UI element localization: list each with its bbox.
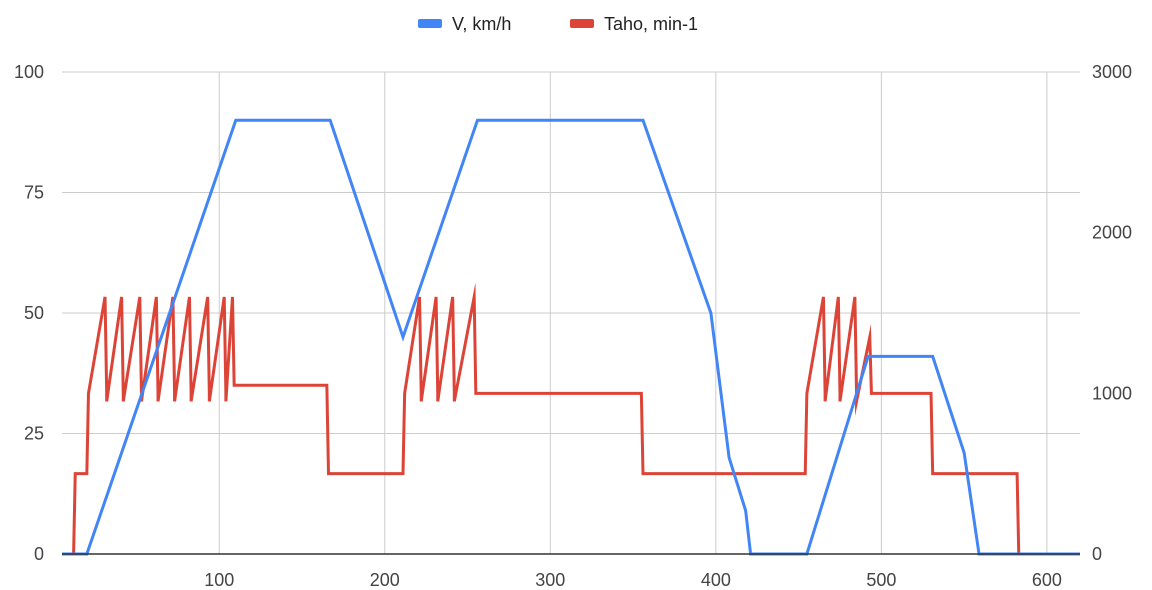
legend: V, km/h Taho, min-1 [418, 14, 698, 34]
y-left-tick-label: 50 [24, 303, 44, 323]
plot-area: 0 25 50 75 100 100 200 300 400 500 600 0 1000 2000 300… [14, 62, 1132, 590]
legend-item-taho[interactable]: Taho, min-1 [570, 14, 698, 34]
x-tick-label: 400 [701, 570, 731, 590]
y-right-tick-label: 3000 [1092, 62, 1132, 82]
x-tick-label: 500 [866, 570, 896, 590]
y-left-tick-label: 100 [14, 62, 44, 82]
y-left-tick-label: 25 [24, 424, 44, 444]
legend-label-taho: Taho, min-1 [604, 14, 698, 34]
x-tick-label: 100 [204, 570, 234, 590]
series-line-taho [62, 282, 1080, 556]
y-right-tick-label: 1000 [1092, 383, 1132, 403]
series-line-speed [62, 118, 1080, 556]
legend-swatch-taho [570, 19, 594, 28]
x-tick-label: 300 [535, 570, 565, 590]
y-left-tick-label: 75 [24, 183, 44, 203]
x-tick-label: 600 [1032, 570, 1062, 590]
x-tick-label: 200 [370, 570, 400, 590]
legend-item-speed[interactable]: V, km/h [418, 14, 511, 34]
y-right-tick-label: 2000 [1092, 223, 1132, 243]
legend-swatch-speed [418, 19, 442, 28]
y-right-tick-label: 0 [1092, 544, 1102, 564]
legend-label-speed: V, km/h [452, 14, 511, 34]
y-left-tick-label: 0 [34, 544, 44, 564]
